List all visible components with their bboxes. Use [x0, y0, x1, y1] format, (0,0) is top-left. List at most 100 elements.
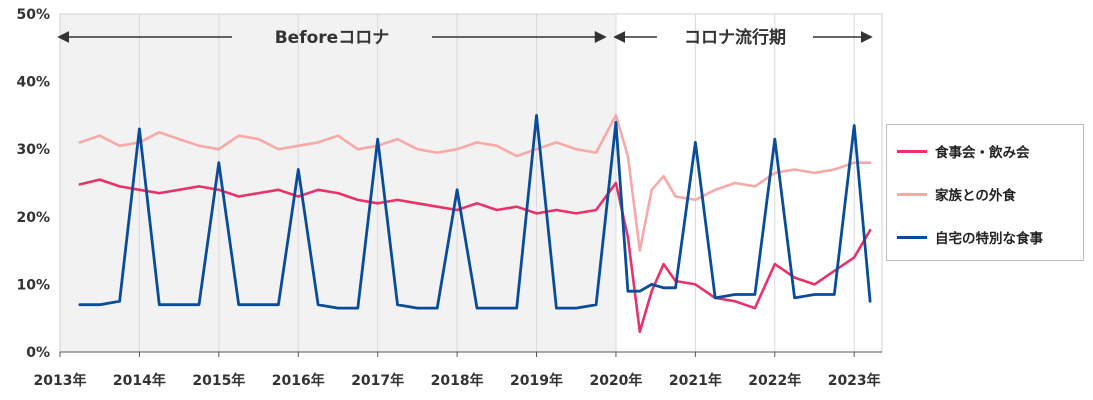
- series-3-point: [594, 303, 598, 306]
- series-3-point: [396, 303, 399, 306]
- series-2-point: [336, 134, 340, 137]
- series-1-point: [555, 208, 558, 212]
- series-2-point: [217, 148, 221, 151]
- series-1-point: [853, 256, 856, 259]
- series-3-point: [197, 303, 201, 306]
- series-1-point: [217, 188, 221, 191]
- series-3-point: [237, 303, 240, 306]
- legend-swatch-2: [897, 192, 927, 196]
- series-3-point: [336, 306, 340, 310]
- series-3-point: [316, 303, 320, 306]
- period-label-1: Beforeコロナ: [275, 28, 389, 48]
- series-1-point: [197, 185, 201, 188]
- series-3-point: [853, 124, 856, 127]
- legend: 食事会・飲み会 家族との外食 自宅の特別な食事: [886, 124, 1084, 261]
- x-tick-label: 2022年: [748, 372, 801, 389]
- series-2-point: [594, 151, 598, 154]
- series-2-point: [455, 148, 459, 151]
- series-3-point: [813, 293, 816, 296]
- series-2-point: [158, 131, 161, 134]
- y-tick-label: 0%: [26, 345, 50, 361]
- x-tick-label: 2021年: [669, 372, 722, 389]
- y-tick-label: 50%: [16, 7, 50, 23]
- series-3-point: [535, 114, 538, 117]
- series-3-point: [575, 306, 578, 310]
- series-3-point: [674, 286, 677, 289]
- series-1-point: [336, 191, 340, 195]
- series-1-point: [158, 191, 161, 195]
- series-1-point: [436, 205, 439, 208]
- series-2-point: [316, 141, 320, 144]
- series-2-point: [694, 198, 697, 202]
- period-label-2: コロナ流行期: [684, 27, 786, 48]
- series-2-point: [118, 144, 121, 148]
- y-tick-label: 30%: [16, 142, 50, 158]
- series-3-point: [217, 161, 221, 164]
- legend-label-1: 食事会・飲み会: [935, 145, 1030, 161]
- series-2-point: [650, 188, 653, 191]
- x-tick-label: 2019年: [510, 372, 563, 389]
- series-2-point: [773, 171, 776, 175]
- series-3-point: [714, 296, 717, 300]
- series-1-point: [868, 229, 872, 232]
- series-2-point: [277, 148, 280, 151]
- series-2-point: [868, 161, 872, 164]
- series-1-point: [78, 183, 82, 186]
- x-tick-label: 2016年: [272, 372, 325, 389]
- series-2-point: [674, 195, 677, 198]
- series-1-point: [694, 283, 697, 286]
- series-2-point: [714, 188, 717, 191]
- series-1-point: [813, 283, 816, 286]
- series-2-point: [356, 148, 360, 151]
- series-3-point: [297, 168, 300, 171]
- series-1-point: [638, 330, 641, 333]
- series-1-point: [650, 289, 653, 293]
- series-3-point: [376, 137, 379, 141]
- series-1-point: [376, 202, 379, 205]
- series-1-point: [455, 208, 459, 212]
- series-1-point: [773, 262, 776, 266]
- series-layer: [78, 114, 872, 334]
- series-3-point: [158, 303, 161, 306]
- series-2-point: [853, 161, 856, 164]
- series-3-point: [753, 293, 757, 296]
- series-2-point: [237, 134, 240, 137]
- series-2-point: [833, 168, 836, 171]
- series-3-point: [436, 306, 439, 310]
- series-1-point: [118, 185, 121, 188]
- y-axis: 0% 10% 20% 30% 40% 50%: [16, 7, 50, 361]
- series-2-point: [813, 171, 816, 175]
- series-3-point: [833, 293, 836, 296]
- series-2-point: [297, 144, 300, 148]
- series-1-point: [833, 269, 836, 273]
- series-1-point: [416, 202, 419, 205]
- series-3-point: [515, 306, 518, 310]
- series-3-point: [650, 283, 653, 286]
- series-3-point: [626, 289, 630, 293]
- series-1-point: [277, 188, 280, 191]
- x-axis: 2013年 2014年 2015年 2016年 2017年 2018年 2019年 2020年…: [34, 351, 882, 389]
- series-2-point: [662, 175, 665, 178]
- x-tick-label: 2014年: [113, 372, 166, 389]
- series-2-point: [98, 134, 101, 137]
- series-1-point: [575, 212, 578, 215]
- series-3-point: [495, 306, 499, 310]
- series-1-point: [626, 235, 630, 239]
- series-3-point: [98, 303, 101, 306]
- series-3-point: [138, 127, 141, 131]
- series-3-point: [793, 296, 796, 300]
- series-3-point: [733, 293, 737, 296]
- series-1-point: [614, 181, 618, 185]
- series-3-point: [78, 303, 82, 306]
- series-3-point: [277, 303, 280, 306]
- period-after-background: [615, 14, 882, 352]
- series-2-point: [753, 185, 757, 188]
- series-3-point: [416, 306, 419, 310]
- series-1-point: [98, 178, 101, 181]
- series-3-point: [694, 141, 697, 144]
- series-1-point: [662, 262, 665, 266]
- series-1-point: [396, 198, 399, 202]
- series-2-point: [515, 154, 518, 158]
- series-1-point: [793, 276, 796, 279]
